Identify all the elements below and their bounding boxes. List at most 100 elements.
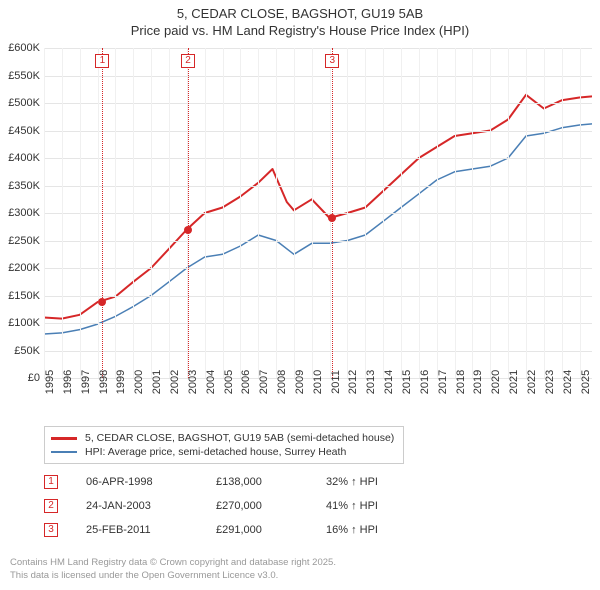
x-tick-label: 1998: [98, 370, 110, 394]
x-tick-label: 1995: [44, 370, 56, 394]
legend-item-price-paid: 5, CEDAR CLOSE, BAGSHOT, GU19 5AB (semi-…: [51, 431, 397, 445]
sale-pct: 32% ↑ HPI: [326, 476, 426, 488]
legend-swatch: [51, 451, 77, 453]
grid-line: [526, 48, 527, 378]
y-tick-label: £0: [28, 372, 40, 384]
x-tick-label: 2000: [133, 370, 145, 394]
x-tick-label: 2001: [151, 370, 163, 394]
legend-label: HPI: Average price, semi-detached house,…: [85, 446, 346, 458]
grid-line: [365, 48, 366, 378]
chart-area: 1 2 3: [44, 48, 592, 378]
x-tick-label: 1999: [115, 370, 127, 394]
y-tick-label: £150K: [8, 290, 40, 302]
x-tick-label: 2025: [580, 370, 592, 394]
grid-line: [169, 48, 170, 378]
sale-price: £138,000: [216, 476, 326, 488]
y-tick-label: £400K: [8, 152, 40, 164]
x-tick-label: 2004: [205, 370, 217, 394]
grid-line: [419, 48, 420, 378]
grid-line: [562, 48, 563, 378]
y-tick-label: £250K: [8, 235, 40, 247]
sale-price: £291,000: [216, 524, 326, 536]
legend-item-hpi: HPI: Average price, semi-detached house,…: [51, 445, 397, 459]
y-tick-label: £200K: [8, 262, 40, 274]
x-tick-label: 2018: [455, 370, 467, 394]
sale-row: 325-FEB-2011£291,00016% ↑ HPI: [44, 518, 564, 542]
title-address: 5, CEDAR CLOSE, BAGSHOT, GU19 5AB: [0, 6, 600, 21]
grid-line: [490, 48, 491, 378]
grid-line: [98, 48, 99, 378]
grid-line: [80, 48, 81, 378]
grid-line: [312, 48, 313, 378]
x-tick-label: 1997: [80, 370, 92, 394]
grid-line: [544, 48, 545, 378]
grid-line: [401, 48, 402, 378]
grid-line: [151, 48, 152, 378]
grid-line: [347, 48, 348, 378]
x-tick-label: 2003: [187, 370, 199, 394]
legend-label: 5, CEDAR CLOSE, BAGSHOT, GU19 5AB (semi-…: [85, 432, 394, 444]
x-tick-label: 2008: [276, 370, 288, 394]
grid-line: [62, 48, 63, 378]
sale-marker: 2: [44, 499, 58, 513]
x-tick-label: 2023: [544, 370, 556, 394]
grid-line: [44, 48, 592, 49]
grid-line: [508, 48, 509, 378]
sales-table: 1 06-APR-1998£138,00032% ↑ HPI 2 24-JAN-200…: [44, 470, 564, 542]
marker-label: 3: [325, 54, 339, 68]
grid-line: [44, 76, 592, 77]
grid-line: [44, 213, 592, 214]
x-tick-label: 2007: [258, 370, 270, 394]
x-tick-label: 2019: [472, 370, 484, 394]
sale-marker: 3: [44, 523, 58, 537]
sale-row: 1 06-APR-1998£138,00032% ↑ HPI: [44, 470, 564, 494]
title-subtitle: Price paid vs. HM Land Registry's House …: [0, 23, 600, 38]
grid-line: [580, 48, 581, 378]
grid-line: [44, 186, 592, 187]
x-tick-label: 2012: [347, 370, 359, 394]
grid-line: [44, 158, 592, 159]
grid-line: [44, 351, 592, 352]
grid-line: [133, 48, 134, 378]
marker-label: 1: [95, 54, 109, 68]
y-tick-label: £600K: [8, 42, 40, 54]
grid-line: [44, 241, 592, 242]
marker-line: [188, 48, 189, 378]
grid-line: [276, 48, 277, 378]
series-price_paid: [44, 95, 592, 319]
legend-swatch: [51, 437, 77, 440]
x-tick-label: 2016: [419, 370, 431, 394]
sale-pct: 16% ↑ HPI: [326, 524, 426, 536]
x-tick-label: 2010: [312, 370, 324, 394]
marker-dot: [98, 298, 106, 306]
grid-line: [258, 48, 259, 378]
x-axis: 1995199619971998199920002001200220032004…: [44, 378, 592, 424]
y-tick-label: £50K: [14, 345, 40, 357]
x-tick-label: 2022: [526, 370, 538, 394]
sale-price: £270,000: [216, 500, 326, 512]
sale-marker: 1: [44, 475, 58, 489]
attribution: Contains HM Land Registry data © Crown c…: [10, 557, 336, 582]
y-axis: £0£50K£100K£150K£200K£250K£300K£350K£400…: [0, 48, 42, 378]
x-tick-label: 2011: [330, 370, 342, 394]
sale-row: 224-JAN-2003£270,00041% ↑ HPI: [44, 494, 564, 518]
x-tick-label: 2014: [383, 370, 395, 394]
grid-line: [472, 48, 473, 378]
sale-date: 06-APR-1998: [86, 476, 216, 488]
grid-line: [44, 48, 45, 378]
grid-line: [44, 296, 592, 297]
x-tick-label: 1996: [62, 370, 74, 394]
grid-line: [223, 48, 224, 378]
marker-label: 2: [181, 54, 195, 68]
marker-dot: [184, 226, 192, 234]
marker-line: [102, 48, 103, 378]
legend: 5, CEDAR CLOSE, BAGSHOT, GU19 5AB (semi-…: [44, 426, 404, 464]
grid-line: [44, 131, 592, 132]
y-tick-label: £350K: [8, 180, 40, 192]
x-tick-label: 2015: [401, 370, 413, 394]
y-tick-label: £100K: [8, 317, 40, 329]
attribution-line: This data is licensed under the Open Gov…: [10, 570, 336, 582]
x-tick-label: 2005: [223, 370, 235, 394]
sale-date: 24-JAN-2003: [86, 500, 216, 512]
grid-line: [437, 48, 438, 378]
